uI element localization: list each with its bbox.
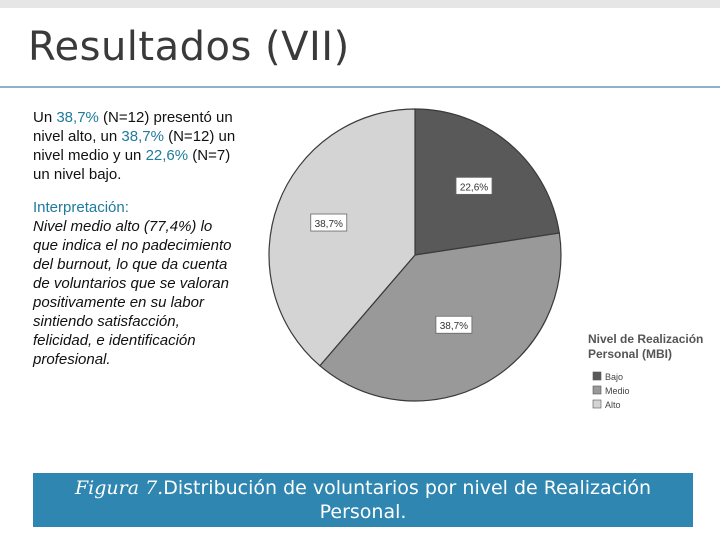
summary-text-2: (N=12) presentó un nivel alto, un	[33, 109, 233, 145]
pie-chart-panel: 22,6% 38,7% 38,7% Nivel de Realización Per…	[242, 96, 718, 422]
interpretation-body: Nivel medio alto (77,4%) lo que indica e…	[33, 218, 232, 368]
summary-text-3: (N=12) un nivel medio y un	[33, 128, 236, 164]
figure-caption: Figura 7.Distribución de voluntarios por…	[33, 473, 693, 527]
summary-pct-medio: 38,7%	[121, 128, 164, 145]
caption-text: Distribución de voluntarios por nivel de…	[163, 477, 652, 523]
data-label-text: 38,7%	[315, 219, 343, 230]
data-label-bajo: 22,6%	[455, 176, 493, 195]
caption-figure-label: Figura 7.	[74, 477, 164, 499]
legend-label: Medio	[605, 386, 630, 396]
interpretation-label: Interpretación:	[33, 199, 129, 216]
text-column: Un 38,7% (N=12) presentó un nivel alto, …	[33, 108, 238, 369]
pie-chart: 22,6% 38,7% 38,7% Nivel de Realización Per…	[268, 108, 703, 410]
data-label-box	[310, 213, 348, 232]
pie-slices	[268, 108, 562, 402]
pie-data-labels: 22,6% 38,7% 38,7%	[310, 176, 493, 334]
legend-label: Bajo	[605, 372, 623, 382]
legend-title-line-2: Personal (MBI)	[588, 347, 672, 361]
summary-pct-alto: 38,7%	[56, 109, 99, 126]
legend-item-bajo: Bajo	[592, 371, 623, 382]
title-divider	[0, 86, 720, 88]
data-label-medio: 38,7%	[435, 315, 473, 334]
summary-text-4: (N=7) un nivel bajo.	[33, 147, 231, 183]
legend-items: Bajo Medio Alto	[592, 371, 630, 410]
legend-label: Alto	[605, 400, 621, 410]
data-label-alto: 38,7%	[310, 213, 348, 232]
legend: Nivel de Realización Personal (MBI) Bajo…	[588, 332, 703, 410]
legend-title-line-1: Nivel de Realización	[588, 332, 703, 346]
data-label-text: 22,6%	[460, 182, 488, 193]
data-label-text: 38,7%	[440, 321, 468, 332]
summary-text-1: Un	[33, 109, 57, 126]
page-title: Resultados (VII)	[28, 24, 350, 70]
data-label-box	[435, 315, 473, 334]
pie-slice-alto	[268, 108, 416, 367]
legend-swatch	[592, 399, 602, 409]
legend-swatch	[592, 385, 602, 395]
summary-paragraph: Un 38,7% (N=12) presentó un nivel alto, …	[33, 108, 238, 184]
legend-item-medio: Medio	[592, 385, 630, 396]
top-rule	[0, 0, 720, 8]
legend-item-alto: Alto	[592, 399, 621, 410]
data-label-box	[455, 176, 493, 195]
summary-pct-bajo: 22,6%	[145, 147, 189, 164]
legend-swatch	[592, 371, 602, 381]
